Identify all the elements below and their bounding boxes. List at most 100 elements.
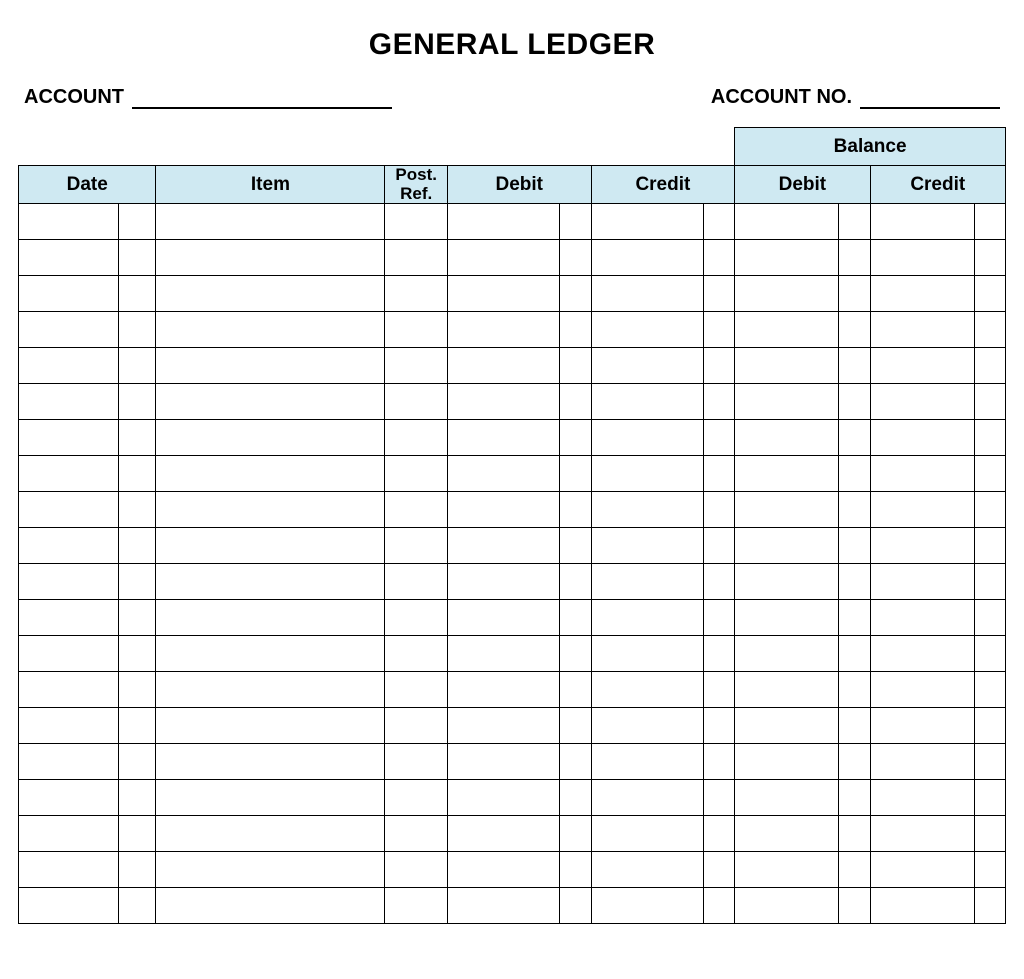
cell-credit-a: [591, 348, 703, 384]
cell-credit-b: [704, 564, 735, 600]
cell-credit-b: [704, 708, 735, 744]
cell-debit-a: [447, 888, 559, 924]
cell-debit-a: [447, 312, 559, 348]
cell-credit-a: [591, 240, 703, 276]
cell-bal-debit-a: [735, 348, 839, 384]
account-underline: [132, 87, 392, 109]
table-row: [19, 744, 1006, 780]
cell-date-a: [19, 780, 119, 816]
cell-date-b: [118, 888, 155, 924]
cell-credit-a: [591, 528, 703, 564]
cell-debit-b: [560, 744, 591, 780]
cell-debit-a: [447, 744, 559, 780]
cell-date-a: [19, 240, 119, 276]
cell-bal-credit-b: [974, 816, 1005, 852]
cell-bal-credit-a: [870, 672, 974, 708]
cell-date-b: [118, 384, 155, 420]
cell-post-ref: [385, 816, 447, 852]
cell-bal-debit-b: [839, 276, 870, 312]
cell-date-a: [19, 492, 119, 528]
cell-bal-credit-a: [870, 708, 974, 744]
cell-date-a: [19, 816, 119, 852]
cell-bal-credit-a: [870, 636, 974, 672]
cell-bal-credit-a: [870, 816, 974, 852]
cell-debit-b: [560, 312, 591, 348]
cell-bal-credit-a: [870, 204, 974, 240]
table-row: [19, 348, 1006, 384]
cell-item: [156, 888, 385, 924]
cell-credit-a: [591, 564, 703, 600]
cell-bal-credit-a: [870, 600, 974, 636]
cell-debit-b: [560, 384, 591, 420]
cell-post-ref: [385, 276, 447, 312]
cell-credit-b: [704, 312, 735, 348]
cell-debit-a: [447, 636, 559, 672]
cell-bal-credit-b: [974, 636, 1005, 672]
cell-credit-a: [591, 420, 703, 456]
header-post-ref: Post.Ref.: [385, 166, 447, 204]
cell-bal-credit-b: [974, 348, 1005, 384]
cell-debit-b: [560, 780, 591, 816]
cell-credit-b: [704, 816, 735, 852]
cell-bal-debit-b: [839, 708, 870, 744]
cell-item: [156, 528, 385, 564]
cell-bal-debit-a: [735, 852, 839, 888]
table-row: [19, 780, 1006, 816]
ledger-table-head: Balance Date Item Post.Ref. Debit Credit…: [19, 128, 1006, 204]
cell-post-ref: [385, 312, 447, 348]
cell-credit-a: [591, 672, 703, 708]
cell-debit-a: [447, 276, 559, 312]
cell-bal-debit-a: [735, 600, 839, 636]
table-row: [19, 384, 1006, 420]
cell-credit-b: [704, 420, 735, 456]
cell-date-a: [19, 564, 119, 600]
ledger-table-body: [19, 204, 1006, 924]
table-row: [19, 564, 1006, 600]
cell-date-b: [118, 780, 155, 816]
cell-credit-a: [591, 384, 703, 420]
cell-debit-b: [560, 852, 591, 888]
cell-date-b: [118, 312, 155, 348]
table-row: [19, 492, 1006, 528]
cell-credit-b: [704, 492, 735, 528]
cell-post-ref: [385, 204, 447, 240]
cell-date-a: [19, 312, 119, 348]
table-row: [19, 204, 1006, 240]
cell-date-a: [19, 204, 119, 240]
cell-item: [156, 600, 385, 636]
cell-bal-credit-a: [870, 780, 974, 816]
cell-bal-credit-b: [974, 528, 1005, 564]
account-no-label: ACCOUNT NO.: [711, 86, 852, 109]
cell-date-a: [19, 420, 119, 456]
cell-bal-credit-b: [974, 312, 1005, 348]
cell-credit-a: [591, 276, 703, 312]
cell-date-a: [19, 384, 119, 420]
cell-item: [156, 276, 385, 312]
cell-bal-debit-b: [839, 600, 870, 636]
cell-date-b: [118, 276, 155, 312]
meta-row: ACCOUNT ACCOUNT NO.: [18, 86, 1006, 127]
cell-post-ref: [385, 672, 447, 708]
cell-item: [156, 420, 385, 456]
cell-post-ref: [385, 600, 447, 636]
cell-bal-credit-b: [974, 276, 1005, 312]
header-debit: Debit: [447, 166, 591, 204]
cell-post-ref: [385, 492, 447, 528]
header-spacer: [19, 128, 735, 166]
cell-bal-debit-a: [735, 888, 839, 924]
cell-bal-credit-a: [870, 348, 974, 384]
cell-debit-a: [447, 492, 559, 528]
cell-debit-b: [560, 564, 591, 600]
cell-bal-debit-b: [839, 744, 870, 780]
cell-bal-debit-a: [735, 384, 839, 420]
cell-bal-credit-a: [870, 312, 974, 348]
cell-date-b: [118, 420, 155, 456]
cell-bal-debit-b: [839, 384, 870, 420]
cell-credit-b: [704, 456, 735, 492]
cell-date-a: [19, 744, 119, 780]
table-row: [19, 636, 1006, 672]
cell-post-ref: [385, 888, 447, 924]
cell-credit-b: [704, 852, 735, 888]
header-item: Item: [156, 166, 385, 204]
table-row: [19, 420, 1006, 456]
